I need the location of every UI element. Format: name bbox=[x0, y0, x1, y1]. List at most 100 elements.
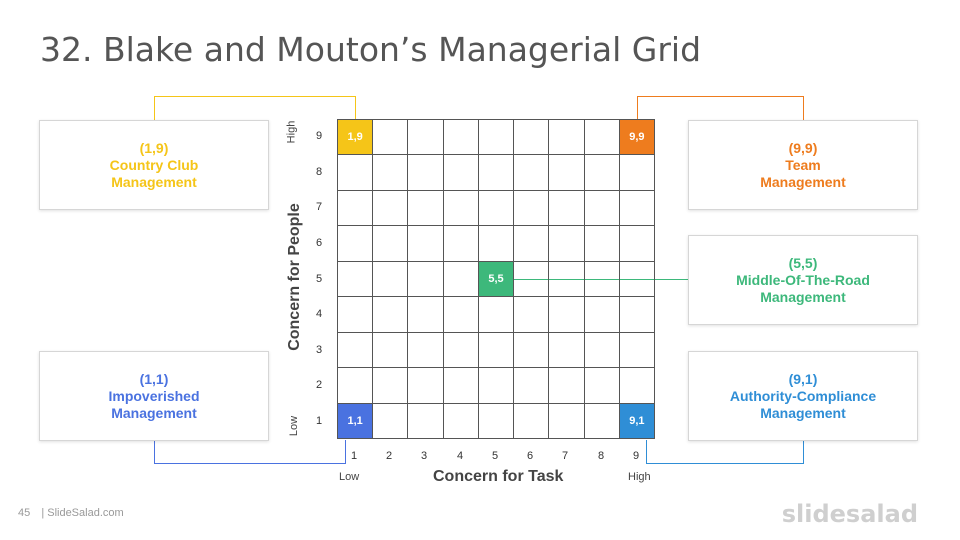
grid-cell: 5,5 bbox=[478, 261, 515, 298]
country-club-box: (1,9) Country Club Management bbox=[39, 120, 269, 210]
x-axis-high-label: High bbox=[628, 471, 651, 483]
grid-cell bbox=[478, 155, 515, 191]
grid-cell bbox=[338, 368, 374, 404]
grid-cell bbox=[373, 403, 409, 439]
country-club-label-1: Country Club bbox=[109, 156, 199, 173]
cell-label-1-9: 1,9 bbox=[347, 131, 363, 144]
cell-label-9-1: 9,1 bbox=[629, 414, 645, 427]
grid-cell bbox=[549, 155, 585, 191]
x-tick: 8 bbox=[598, 450, 605, 462]
connector-middle bbox=[513, 279, 689, 280]
x-tick: 9 bbox=[633, 450, 640, 462]
grid-cell bbox=[584, 297, 620, 333]
grid-cell bbox=[549, 403, 585, 439]
impoverished-label-2: Management bbox=[111, 404, 197, 421]
country-club-label-2: Management bbox=[111, 173, 197, 190]
middle-coord: (5,5) bbox=[788, 254, 818, 271]
grid-cell bbox=[514, 190, 550, 227]
grid-cell bbox=[443, 261, 479, 298]
y-tick: 1 bbox=[316, 415, 323, 427]
y-axis-high-label: High bbox=[285, 120, 298, 144]
x-tick: 2 bbox=[386, 450, 393, 462]
impoverished-coord: (1,1) bbox=[139, 370, 169, 387]
grid-cell bbox=[373, 226, 409, 262]
grid-cell bbox=[584, 403, 620, 439]
grid-cell bbox=[478, 332, 515, 369]
grid-cell bbox=[514, 261, 550, 298]
country-club-coord: (1,9) bbox=[139, 139, 169, 156]
team-label-1: Team bbox=[785, 156, 821, 173]
y-tick: 3 bbox=[316, 344, 323, 356]
team-box: (9,9) Team Management bbox=[688, 120, 918, 210]
grid-cell bbox=[619, 190, 655, 227]
authority-label-1: Authority-Compliance bbox=[729, 387, 877, 404]
grid-cell bbox=[619, 332, 655, 369]
grid-cell bbox=[549, 261, 585, 298]
grid-cell bbox=[408, 120, 444, 156]
grid-cell bbox=[514, 332, 550, 369]
grid-cell bbox=[408, 403, 444, 439]
x-axis-low-label: Low bbox=[339, 471, 360, 483]
grid-cell bbox=[338, 226, 374, 262]
grid-cell bbox=[514, 368, 550, 404]
authority-box: (9,1) Authority-Compliance Management bbox=[688, 351, 918, 441]
grid-cell bbox=[619, 261, 655, 298]
connector-authority bbox=[646, 440, 804, 464]
grid-cell bbox=[549, 190, 585, 227]
grid-cell bbox=[584, 261, 620, 298]
grid-cell bbox=[373, 332, 409, 369]
cell-label-1-1: 1,1 bbox=[347, 414, 363, 427]
grid-cell bbox=[338, 332, 374, 369]
authority-coord: (9,1) bbox=[788, 370, 818, 387]
grid-cell bbox=[549, 297, 585, 333]
grid-cell bbox=[584, 120, 620, 156]
grid-cell bbox=[478, 297, 515, 333]
middle-label-1: Middle-Of-The-Road bbox=[736, 271, 870, 288]
grid-cell bbox=[443, 403, 479, 439]
grid-cell bbox=[514, 297, 550, 333]
middle-label-2: Management bbox=[760, 288, 846, 305]
authority-label-2: Management bbox=[760, 404, 846, 421]
grid-cell bbox=[408, 332, 444, 369]
grid-cell bbox=[443, 297, 479, 333]
x-tick: 1 bbox=[351, 450, 358, 462]
grid-cell bbox=[478, 403, 515, 439]
grid-cell bbox=[408, 297, 444, 333]
y-tick: 2 bbox=[316, 379, 323, 391]
grid-cell bbox=[619, 226, 655, 262]
connector-country-club bbox=[154, 96, 356, 120]
grid-cell bbox=[408, 261, 444, 298]
grid-cell bbox=[443, 368, 479, 404]
grid-cell bbox=[373, 261, 409, 298]
y-tick: 9 bbox=[316, 130, 323, 142]
x-axis-title: Concern for Task bbox=[433, 468, 564, 485]
x-tick: 4 bbox=[457, 450, 464, 462]
page-title: 32. Blake and Mouton’s Managerial Grid bbox=[40, 30, 702, 69]
connector-team bbox=[637, 96, 804, 120]
grid-cell bbox=[549, 332, 585, 369]
grid-cell bbox=[373, 120, 409, 156]
grid-cell bbox=[584, 190, 620, 227]
y-tick: 8 bbox=[316, 166, 323, 178]
grid-cell bbox=[549, 120, 585, 156]
grid-cell bbox=[373, 155, 409, 191]
grid-cell bbox=[478, 368, 515, 404]
grid-cell: 1,9 bbox=[338, 120, 374, 156]
grid-cell bbox=[373, 190, 409, 227]
team-label-2: Management bbox=[760, 173, 846, 190]
grid-cell bbox=[478, 120, 515, 156]
y-axis-title: Concern for People bbox=[286, 203, 303, 351]
y-axis-low-label: Low bbox=[288, 415, 301, 437]
grid-cell bbox=[514, 403, 550, 439]
grid-cell bbox=[443, 155, 479, 191]
grid-cell bbox=[619, 297, 655, 333]
grid-cell: 1,1 bbox=[338, 403, 374, 439]
x-tick: 5 bbox=[492, 450, 499, 462]
grid-cell: 9,1 bbox=[619, 403, 655, 439]
x-tick: 7 bbox=[562, 450, 569, 462]
connector-impoverished bbox=[154, 440, 346, 464]
grid-cell bbox=[478, 190, 515, 227]
grid-cell bbox=[549, 226, 585, 262]
cell-label-5-5: 5,5 bbox=[488, 272, 504, 285]
team-coord: (9,9) bbox=[788, 139, 818, 156]
